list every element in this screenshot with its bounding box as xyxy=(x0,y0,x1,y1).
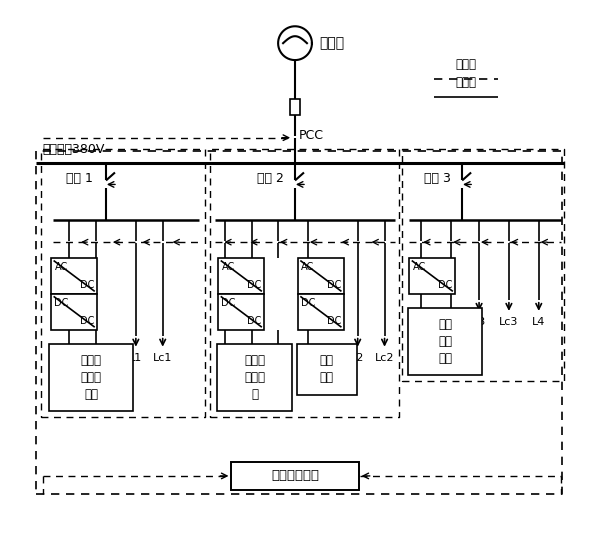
Bar xyxy=(51,294,97,330)
Bar xyxy=(51,258,97,294)
Bar xyxy=(49,344,133,411)
Bar xyxy=(218,294,264,330)
Text: L4: L4 xyxy=(532,317,545,326)
Bar xyxy=(218,258,264,294)
Text: Lc3: Lc3 xyxy=(499,317,518,326)
Text: 配电网: 配电网 xyxy=(319,36,344,50)
Text: AC: AC xyxy=(413,262,426,272)
Text: 馈线 2: 馈线 2 xyxy=(257,172,284,185)
Bar xyxy=(297,344,356,395)
Text: 通信线: 通信线 xyxy=(456,58,477,71)
Text: DC: DC xyxy=(327,280,341,290)
Text: DC: DC xyxy=(327,316,341,326)
Text: 馈线 3: 馈线 3 xyxy=(425,172,451,185)
Text: L3: L3 xyxy=(472,317,486,326)
Text: 锂电池
储能系
统: 锂电池 储能系 统 xyxy=(244,354,266,401)
Text: L1: L1 xyxy=(129,353,142,362)
Text: AC: AC xyxy=(54,262,68,272)
Text: 能量管理系统: 能量管理系统 xyxy=(271,469,319,482)
Text: AC: AC xyxy=(222,262,235,272)
Text: DC: DC xyxy=(438,280,453,290)
Bar xyxy=(290,99,300,115)
Text: 电力线: 电力线 xyxy=(456,76,477,89)
Bar xyxy=(218,344,292,411)
Text: L2: L2 xyxy=(351,353,364,362)
Text: 超级电
容储能
系统: 超级电 容储能 系统 xyxy=(81,354,102,401)
Text: 燃料
电池: 燃料 电池 xyxy=(320,354,334,384)
Text: DC: DC xyxy=(247,316,261,326)
Bar xyxy=(410,258,455,294)
Bar xyxy=(298,294,344,330)
Bar xyxy=(231,462,359,490)
Text: DC: DC xyxy=(80,280,94,290)
Text: DC: DC xyxy=(301,298,315,308)
Text: AC: AC xyxy=(301,262,315,272)
Text: Lc2: Lc2 xyxy=(375,353,394,362)
Text: DC: DC xyxy=(247,280,261,290)
Text: DC: DC xyxy=(54,298,68,308)
Text: PCC: PCC xyxy=(299,129,324,142)
Text: DC: DC xyxy=(80,316,94,326)
Text: 光伏
发电
系统: 光伏 发电 系统 xyxy=(438,318,452,365)
Text: 交流母线380V: 交流母线380V xyxy=(42,143,105,156)
Bar xyxy=(408,308,482,375)
Bar xyxy=(298,258,344,294)
Text: Lc1: Lc1 xyxy=(153,353,172,362)
Text: 馈线 1: 馈线 1 xyxy=(66,172,93,185)
Text: DC: DC xyxy=(221,298,236,308)
